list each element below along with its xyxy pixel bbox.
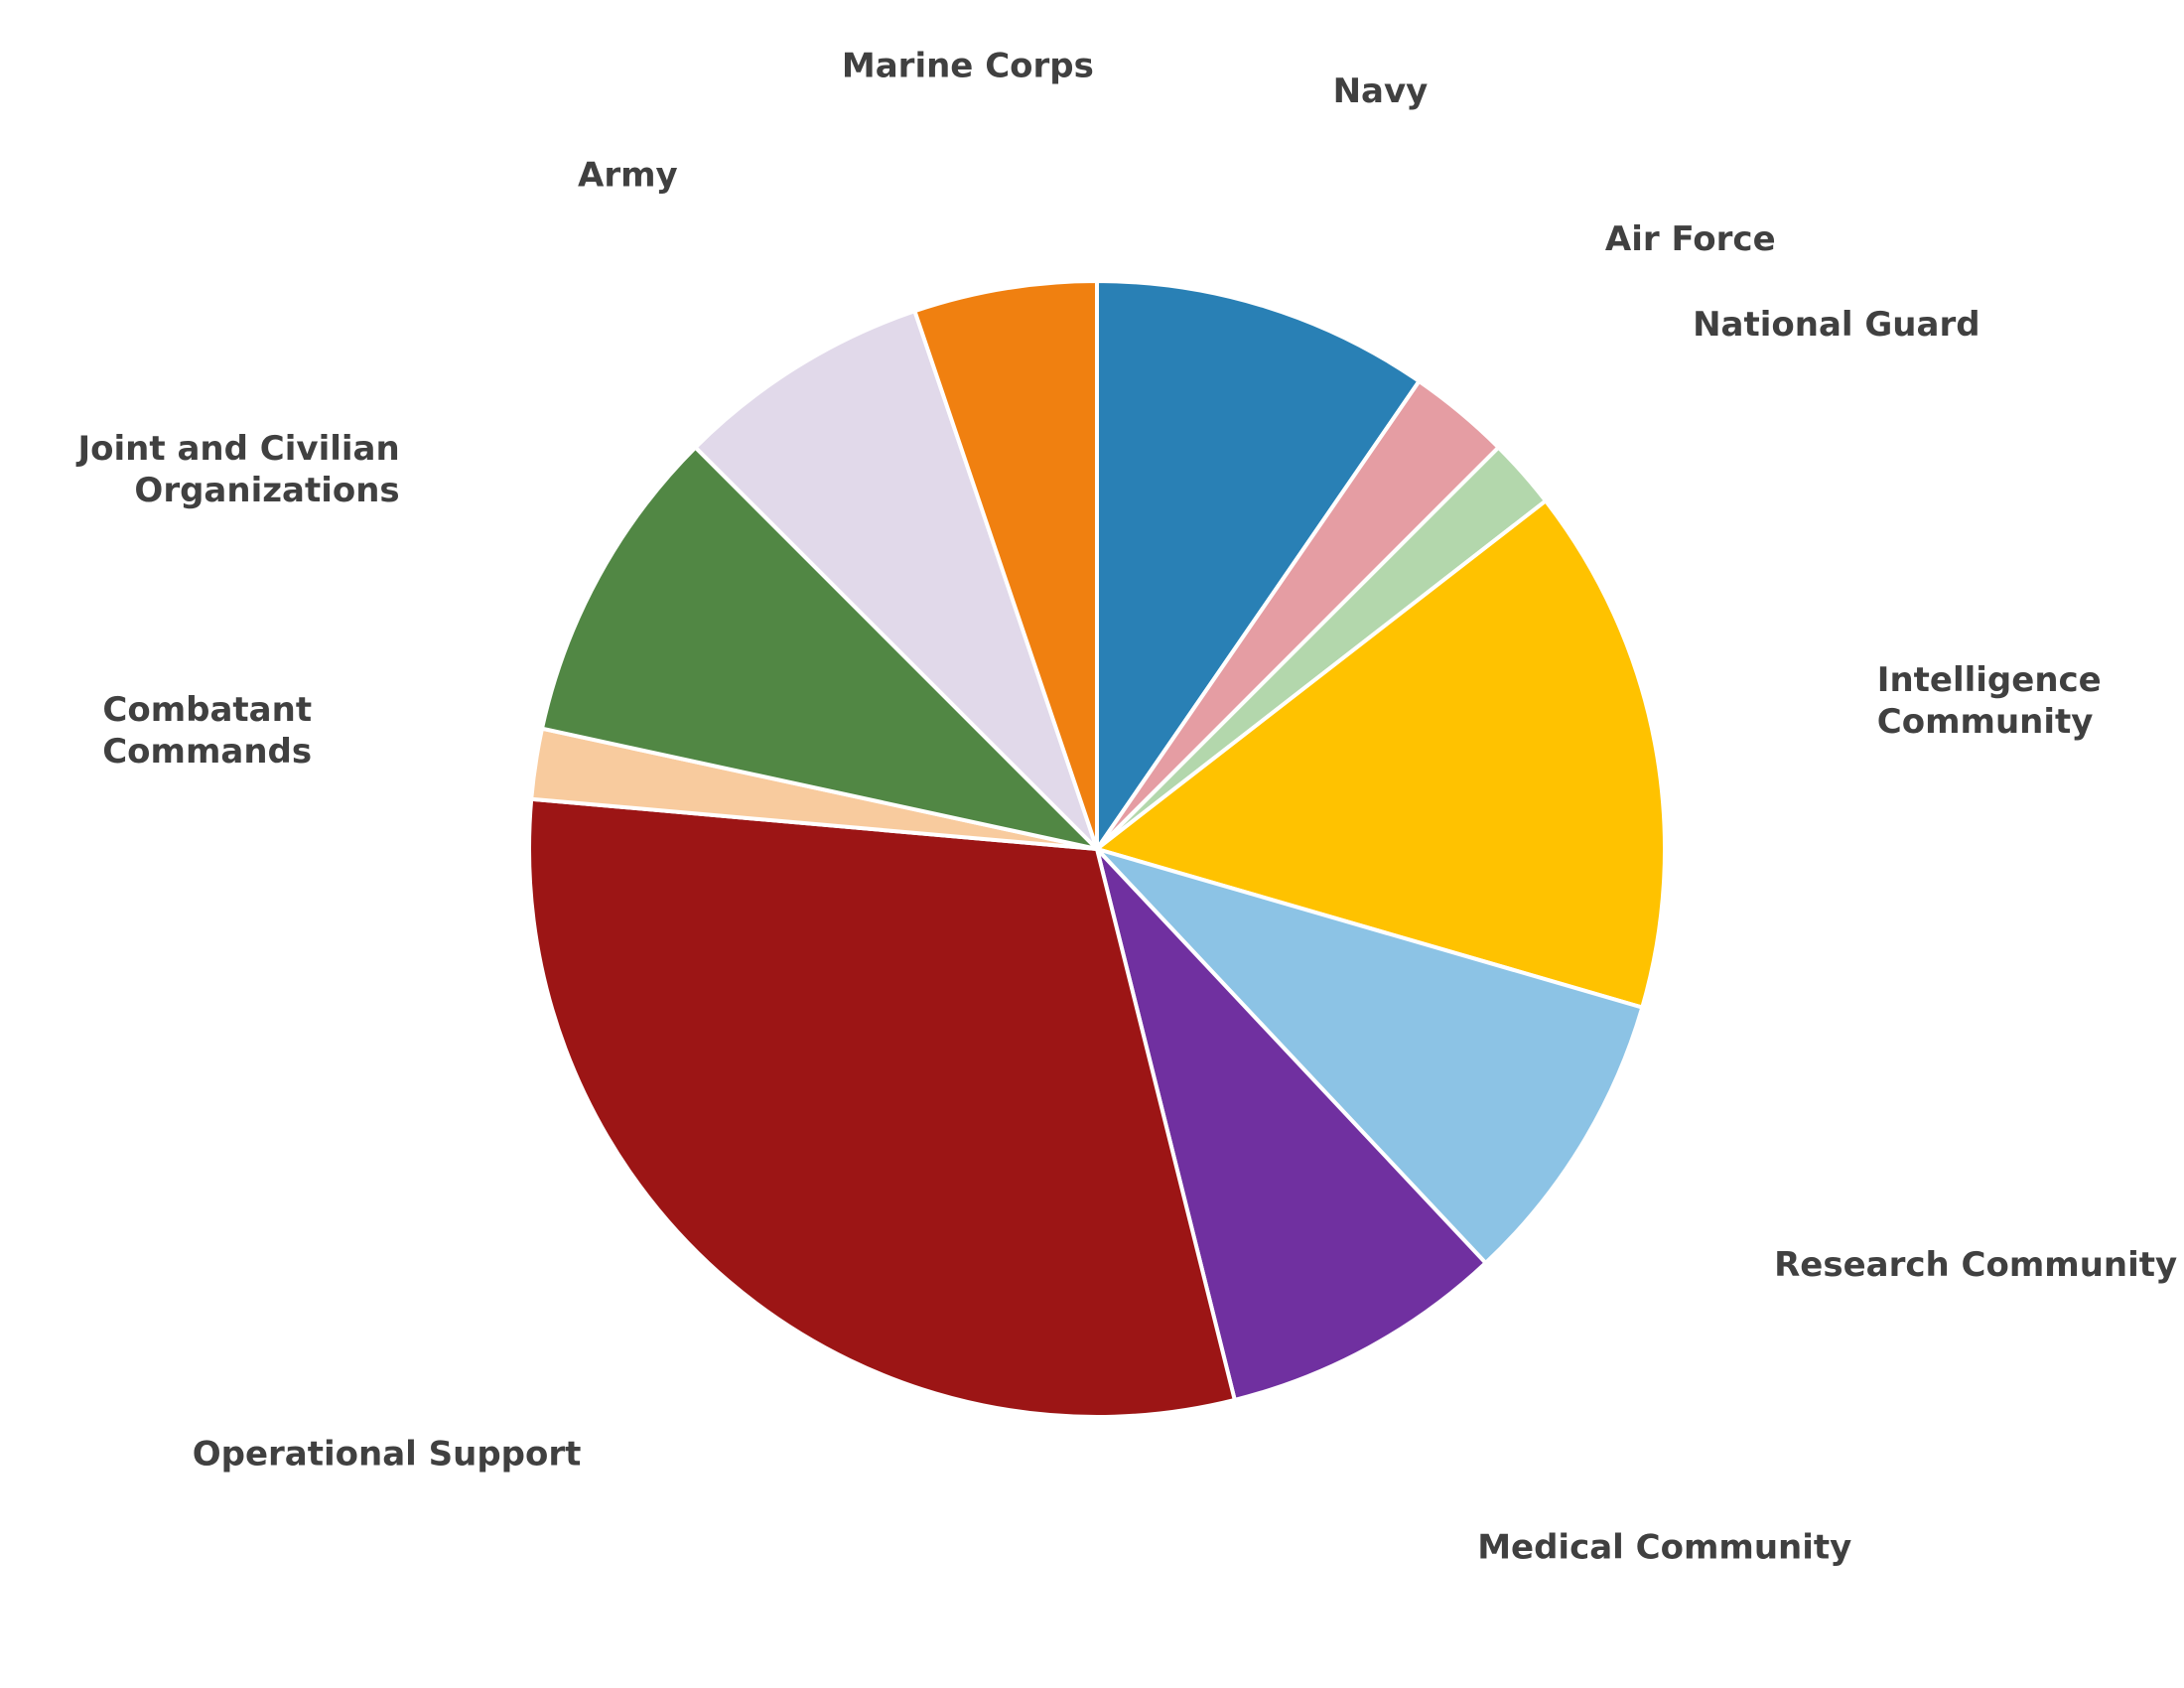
pie-label-line: Army bbox=[578, 156, 678, 196]
pie-slice-medical-community bbox=[1093, 842, 1489, 1403]
pie-label-line: Community bbox=[1877, 702, 2094, 742]
pie-label-medical-community: Medical Community bbox=[1477, 1527, 1851, 1567]
pie-label-operational-support: Operational Support bbox=[193, 1434, 582, 1474]
pie-label-line: Medical Community bbox=[1477, 1527, 1851, 1567]
pie-label-air-force: Air Force bbox=[1605, 219, 1776, 259]
pie-label-line: Combatant bbox=[102, 690, 312, 730]
pie-slice-joint-and-civilian-organizations bbox=[539, 444, 1104, 853]
pie-label-line: Navy bbox=[1333, 71, 1429, 111]
pie-label-line: Joint and Civilian bbox=[76, 429, 400, 469]
pie-label-army: Army bbox=[578, 156, 678, 196]
pie-label-line: Commands bbox=[102, 732, 312, 772]
pie-label-line: National Guard bbox=[1693, 305, 1979, 345]
pie-label-line: Research Community bbox=[1774, 1245, 2177, 1285]
pie-label-line: Organizations bbox=[134, 471, 399, 510]
pie-label-line: Intelligence bbox=[1877, 660, 2102, 700]
pie-label-line: Operational Support bbox=[193, 1434, 582, 1474]
pie-label-line: Air Force bbox=[1605, 219, 1776, 259]
pie-label-research-community: Research Community bbox=[1774, 1245, 2177, 1285]
pie-label-intelligence-community: Intelligence Community bbox=[1877, 660, 2102, 742]
pie-label-combatant-commands: Combatant Commands bbox=[102, 690, 312, 772]
pie-slice-army bbox=[692, 308, 1099, 851]
pie-label-line: Marine Corps bbox=[842, 47, 1094, 86]
pie-slice-operational-support bbox=[527, 796, 1238, 1419]
pie-slice-intelligence-community bbox=[1092, 497, 1667, 1011]
pie-slice-marine-corps bbox=[911, 278, 1099, 850]
pie-label-marine-corps: Marine Corps bbox=[842, 47, 1094, 86]
pie-slice-research-community bbox=[1090, 845, 1645, 1266]
pie-slice-navy bbox=[1095, 278, 1423, 856]
pie-label-joint-and-civilian-organizations: Joint and Civilian Organizations bbox=[76, 429, 400, 510]
pie-label-navy: Navy bbox=[1333, 71, 1429, 111]
pie-slices bbox=[527, 278, 1667, 1419]
pie-label-national-guard: National Guard bbox=[1693, 305, 1979, 345]
